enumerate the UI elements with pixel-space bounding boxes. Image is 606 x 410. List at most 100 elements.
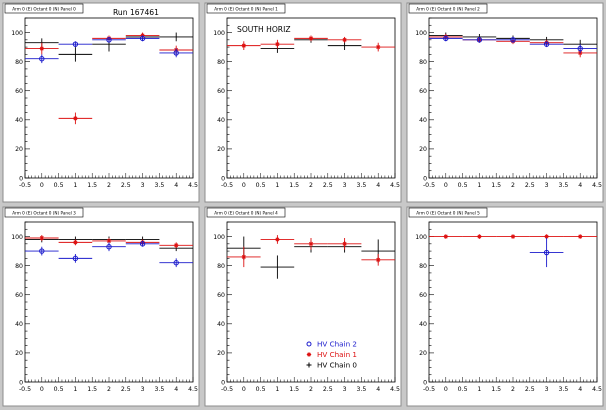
x-tick-label: 2.5	[525, 386, 535, 393]
star-marker	[275, 41, 280, 47]
y-tick-label: 40	[217, 117, 225, 124]
x-tick-label: 3.5	[558, 182, 568, 189]
y-tick-label: 60	[217, 88, 225, 95]
x-tick-label: 3	[141, 386, 145, 393]
circle-marker	[106, 37, 112, 43]
x-tick-label: -0.5	[423, 182, 435, 189]
pad-title: Arm 0 (E) Octant 0 (N) Panel 1	[214, 7, 278, 12]
y-tick-label: 80	[15, 59, 23, 66]
x-tick-label: 4.5	[390, 386, 400, 393]
pad-title-box	[206, 3, 286, 14]
star-marker	[39, 46, 45, 51]
data-point-chain2	[125, 240, 160, 247]
y-tick-label: 20	[217, 350, 225, 357]
y-tick-label: 80	[217, 59, 225, 66]
y-tick-label: 40	[419, 321, 427, 328]
data-point-chain2	[496, 36, 530, 43]
x-tick-label: 4.5	[188, 386, 198, 393]
data-point-chain0	[260, 255, 295, 279]
x-tick-label: 3.5	[154, 182, 164, 189]
x-tick-label: 2	[107, 386, 111, 393]
chart-pad-3: Arm 0 (E) Octant 0 (N) Panel 20204060801…	[406, 2, 604, 203]
star-marker	[443, 234, 449, 239]
y-tick-label: 100	[213, 234, 225, 241]
data-point-chain1	[159, 242, 193, 249]
series-chain1	[227, 35, 395, 52]
circle-marker	[577, 45, 583, 52]
x-tick-label: -0.5	[221, 386, 233, 393]
x-tick-label: 3	[343, 182, 347, 189]
pad-background	[2, 206, 200, 407]
star-marker	[140, 33, 145, 38]
x-tick-label: 1	[275, 386, 279, 393]
x-tick-label: 2.5	[121, 386, 131, 393]
data-point-chain1	[58, 239, 93, 246]
y-tick-label: 100	[415, 30, 427, 37]
pad-title: Arm 0 (E) Octant 0 (N) Panel 3	[12, 211, 76, 216]
data-point-chain2	[58, 41, 93, 48]
x-tick-label: 3.5	[558, 386, 568, 393]
x-tick-label: 3.5	[154, 386, 164, 393]
x-tick-label: 1.5	[87, 182, 97, 189]
y-tick-label: 40	[15, 321, 23, 328]
x-tick-label: 2	[309, 182, 313, 189]
y-axis: 0 20 40 60 80 100	[213, 17, 232, 182]
star-marker	[241, 254, 247, 260]
x-tick-label: 4.5	[188, 182, 198, 189]
star-marker	[342, 241, 347, 247]
circle-marker	[39, 56, 45, 62]
circle-marker	[72, 255, 79, 262]
data-point-chain2	[25, 54, 59, 64]
star-marker	[106, 238, 112, 244]
x-tick-label: 0	[444, 182, 448, 189]
circle-marker	[443, 35, 449, 42]
data-point-chain2	[159, 258, 193, 268]
x-tick-label: 1.5	[491, 182, 501, 189]
star-marker	[375, 44, 381, 50]
x-tick-label: 0	[40, 386, 44, 393]
circle-marker	[543, 249, 550, 256]
pad-title: Arm 0 (E) Octant 0 (N) Panel 5	[416, 211, 480, 216]
data-point-chain1	[563, 234, 597, 239]
x-tick-label: 2.5	[525, 182, 535, 189]
x-axis: -0.5 0 0.5 1 1.5 2 2.5 3 3.5 4 4.5	[221, 173, 400, 189]
x-tick-label: 4.5	[390, 182, 400, 189]
x-tick-label: 0.5	[54, 386, 64, 393]
y-tick-label: 0	[221, 175, 225, 182]
pad-title-box	[206, 207, 286, 218]
circle-marker	[139, 241, 146, 247]
x-axis: -0.5 0 0.5 1 1.5 2 2.5 3 3.5 4 4.5	[221, 377, 400, 393]
x-tick-label: 4.5	[592, 182, 602, 189]
data-point-chain1	[327, 36, 362, 43]
x-tick-label: 0.5	[458, 386, 468, 393]
star-marker	[241, 43, 247, 48]
chart-pad-2: Arm 0 (E) Octant 0 (N) Panel 10204060801…	[204, 2, 402, 203]
y-tick-label: 80	[217, 263, 225, 270]
y-tick-label: 40	[217, 321, 225, 328]
x-tick-label: -0.5	[19, 386, 31, 393]
series-chain1	[429, 234, 597, 239]
data-point-chain2	[92, 36, 126, 43]
x-tick-label: -0.5	[19, 182, 31, 189]
legend-item: HV Chain 1	[306, 350, 357, 359]
x-tick-label: 0.5	[256, 182, 266, 189]
data-point-chain1	[25, 42, 59, 55]
data-point-chain2	[125, 35, 160, 42]
circle-marker	[72, 41, 79, 47]
x-tick-label: 3.5	[356, 386, 366, 393]
pad-title-box	[408, 207, 488, 218]
data-point-chain1	[227, 246, 261, 268]
data-point-chain1	[294, 238, 328, 250]
y-tick-label: 20	[217, 146, 225, 153]
chart-pad-6: Arm 0 (E) Octant 0 (N) Panel 50204060801…	[406, 206, 604, 407]
pad-background	[204, 206, 402, 407]
star-marker	[39, 235, 45, 241]
y-tick-label: 60	[419, 88, 427, 95]
x-tick-label: 4	[376, 182, 380, 189]
y-tick-label: 60	[15, 88, 23, 95]
chart-pad-1: Arm 0 (E) Octant 0 (N) Panel 00204060801…	[2, 2, 200, 203]
x-tick-label: 4.5	[592, 386, 602, 393]
pad-background	[2, 2, 200, 203]
star-marker	[73, 240, 78, 245]
